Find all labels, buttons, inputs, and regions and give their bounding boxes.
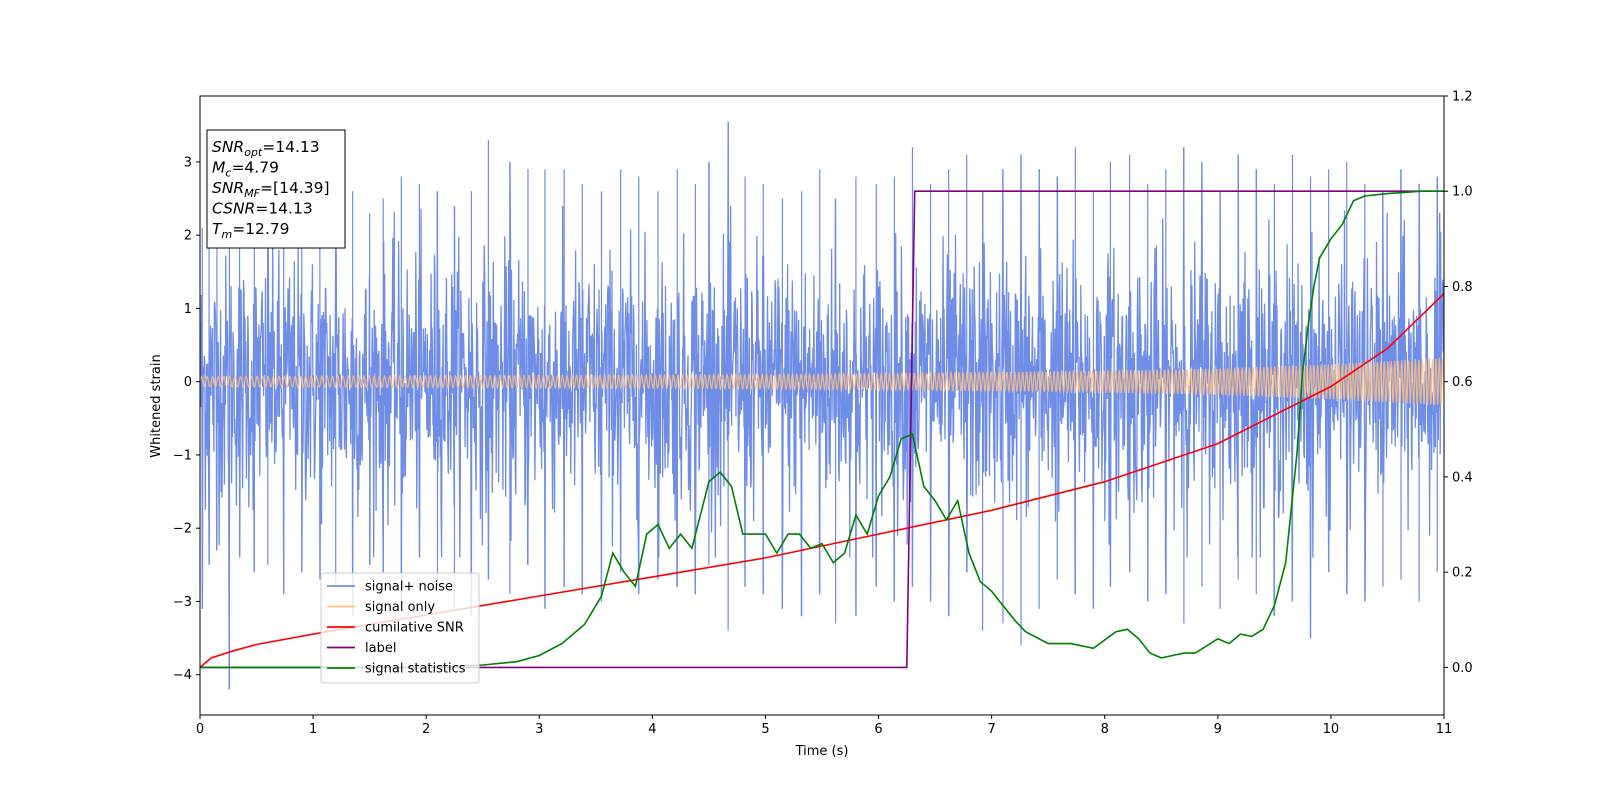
y-axis-left: −4 −3 −2 −1 0 1 2 3 bbox=[173, 155, 200, 683]
series-cumulative-snr bbox=[200, 293, 1444, 669]
x-tick-label: 11 bbox=[1436, 722, 1453, 737]
y2-tick-label: 0.0 bbox=[1452, 661, 1473, 676]
x-axis: 0 1 2 3 4 5 6 7 8 9 10 11 bbox=[196, 715, 1452, 737]
annotation-line: SNRMF=[14.39] bbox=[212, 179, 330, 200]
x-tick-label: 5 bbox=[761, 722, 769, 737]
stats-annotation-box: SNRopt=14.13Mc=4.79SNRMF=[14.39]CSNR=14.… bbox=[206, 129, 346, 249]
legend: signal+ noise signal only cumilative SNR la… bbox=[320, 572, 480, 684]
legend-label: label bbox=[365, 641, 396, 656]
legend-label: signal statistics bbox=[365, 662, 466, 677]
legend-frame bbox=[320, 572, 480, 684]
x-tick-label: 10 bbox=[1323, 722, 1340, 737]
x-tick-label: 1 bbox=[309, 722, 317, 737]
y-tick-label: −1 bbox=[173, 448, 192, 463]
series-signal-noise bbox=[200, 121, 1444, 690]
y-tick-label: 2 bbox=[184, 229, 192, 244]
y-axis-label: Whitened strain bbox=[149, 354, 164, 457]
x-tick-label: 9 bbox=[1214, 722, 1222, 737]
x-tick-label: 6 bbox=[874, 722, 882, 737]
y-axis-right: 0.0 0.2 0.4 0.6 0.8 1.0 1.2 bbox=[1444, 90, 1473, 676]
y-tick-label: −2 bbox=[173, 522, 192, 537]
legend-label: signal only bbox=[365, 600, 435, 615]
x-tick-label: 2 bbox=[422, 722, 430, 737]
axes-frame bbox=[199, 95, 1445, 716]
x-tick-label: 3 bbox=[535, 722, 543, 737]
annotation-line: Mc=4.79 bbox=[212, 159, 279, 180]
plot-area bbox=[200, 121, 1444, 690]
y-tick-label: 1 bbox=[184, 302, 192, 317]
y-tick-label: −3 bbox=[173, 595, 192, 610]
annotation-frame bbox=[206, 129, 346, 249]
y2-tick-label: 0.8 bbox=[1452, 280, 1473, 295]
series-signal-statistics bbox=[200, 190, 1444, 669]
annotation-line: SNRopt=14.13 bbox=[212, 138, 320, 159]
x-tick-label: 7 bbox=[987, 722, 995, 737]
x-tick-label: 8 bbox=[1101, 722, 1109, 737]
y2-tick-label: 0.4 bbox=[1452, 470, 1473, 485]
y-tick-label: 3 bbox=[184, 155, 192, 170]
y2-tick-label: 0.6 bbox=[1452, 375, 1473, 390]
y2-tick-label: 1.2 bbox=[1452, 90, 1473, 105]
y-tick-label: −4 bbox=[173, 668, 192, 683]
y2-tick-label: 1.0 bbox=[1452, 185, 1473, 200]
x-tick-label: 0 bbox=[196, 722, 204, 737]
x-tick-label: 4 bbox=[648, 722, 656, 737]
annotation-line: CSNR=14.13 bbox=[212, 200, 313, 218]
annotation-line: Tm=12.79 bbox=[212, 220, 290, 241]
legend-label: cumilative SNR bbox=[365, 621, 464, 636]
series-label bbox=[200, 190, 1444, 669]
x-axis-label: Time (s) bbox=[795, 744, 849, 759]
legend-label: signal+ noise bbox=[365, 580, 453, 595]
y-tick-label: 0 bbox=[184, 375, 192, 390]
series-signal-only bbox=[200, 357, 1444, 406]
y2-tick-label: 0.2 bbox=[1452, 566, 1473, 581]
